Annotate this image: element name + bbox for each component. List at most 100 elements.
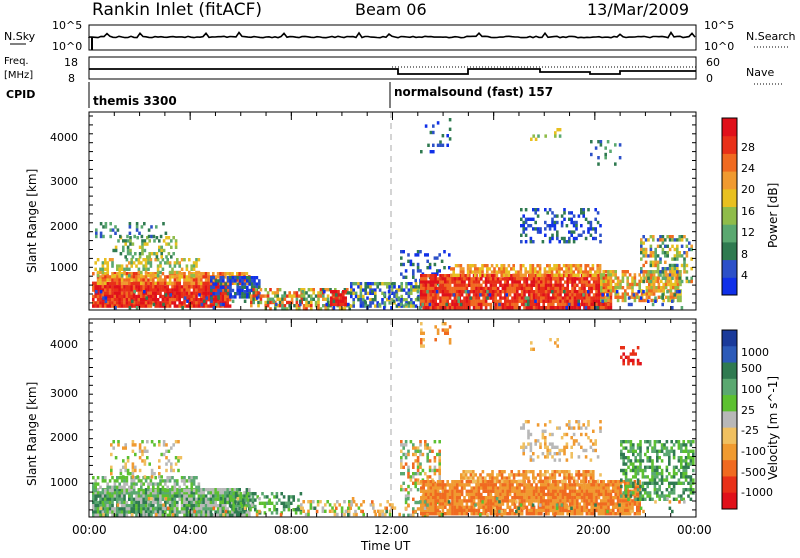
power-cell: [205, 278, 208, 281]
velocity-cell: [432, 499, 435, 502]
power-cell: [607, 280, 610, 283]
power-cell: [183, 292, 186, 295]
power-cell: [654, 277, 657, 280]
power-cell: [597, 156, 600, 159]
power-cell: [563, 270, 566, 273]
power-cell: [653, 283, 656, 286]
power-cell: [570, 230, 573, 233]
power-cell: [446, 144, 449, 147]
velocity-cell: [142, 494, 145, 497]
velocity-cell: [158, 475, 161, 478]
power-cell: [94, 261, 97, 264]
power-cell: [642, 273, 645, 276]
velocity-cell: [557, 493, 560, 496]
power-cell: [521, 300, 524, 303]
power-cell: [420, 300, 423, 303]
velocity-cell: [473, 512, 476, 515]
velocity-cell: [190, 486, 193, 489]
velocity-cell: [538, 512, 541, 515]
velocity-cell: [499, 483, 502, 486]
velocity-cell: [547, 486, 550, 489]
power-cell: [126, 282, 129, 285]
velocity-cell: [454, 506, 457, 509]
velocity-cell: [437, 480, 440, 483]
velocity-cell: [412, 443, 415, 446]
power-cell: [116, 264, 119, 267]
power-cell: [545, 296, 548, 299]
velocity-cell: [297, 498, 300, 501]
power-cell: [362, 288, 365, 291]
power-cell: [159, 301, 162, 304]
velocity-cell: [166, 514, 169, 517]
velocity-cell: [437, 490, 440, 493]
power-cell: [575, 237, 578, 240]
power-cell: [207, 285, 210, 288]
power-cell: [99, 271, 102, 274]
power-cell: [559, 290, 562, 293]
power-cell: [648, 283, 651, 286]
power-cell: [650, 248, 653, 251]
power-cell: [130, 278, 133, 281]
velocity-cell: [422, 469, 425, 472]
velocity-cell: [244, 498, 247, 501]
power-cell: [568, 240, 571, 243]
power-cell: [554, 300, 557, 303]
power-cell: [688, 241, 691, 244]
power-cell: [384, 282, 387, 285]
power-cell: [629, 286, 632, 289]
velocity-cell: [205, 510, 208, 513]
power-cell: [478, 277, 481, 280]
velocity-cell: [454, 509, 457, 512]
power-cell: [186, 292, 189, 295]
power-cell: [622, 292, 625, 295]
velocity-cell: [480, 506, 483, 509]
power-cell: [474, 264, 477, 267]
velocity-cell: [183, 504, 186, 507]
velocity-cell: [547, 499, 550, 502]
power-cell: [340, 296, 343, 299]
power-cell: [198, 271, 201, 274]
power-cell: [562, 277, 565, 280]
power-cell: [438, 253, 441, 256]
velocity-cell: [130, 501, 133, 504]
power-cell: [511, 306, 514, 309]
power-cell: [456, 284, 459, 287]
power-cell: [317, 304, 320, 307]
power-cell: [570, 267, 573, 270]
velocity-cell: [372, 506, 375, 509]
power-cell: [159, 295, 162, 298]
velocity-cell: [140, 504, 143, 507]
velocity-cell: [202, 504, 205, 507]
velocity-cell: [438, 453, 441, 456]
velocity-cell: [121, 479, 124, 482]
velocity-cell: [132, 440, 135, 443]
power-cell: [124, 255, 127, 258]
velocity-cell: [232, 505, 235, 508]
power-cell: [497, 287, 500, 290]
velocity-cell: [159, 504, 162, 507]
velocity-cell: [419, 450, 422, 453]
power-cell: [466, 300, 469, 303]
power-cell: [388, 290, 391, 293]
velocity-cell: [288, 498, 291, 501]
power-cell: [463, 284, 466, 287]
power-cell: [193, 295, 196, 298]
power-cell: [600, 283, 603, 286]
velocity-cell: [97, 510, 100, 513]
power-cell: [195, 295, 198, 298]
power-cell: [478, 306, 481, 309]
power-cell: [679, 270, 682, 273]
power-cell: [561, 224, 564, 227]
velocity-cell: [400, 456, 403, 459]
power-cell: [505, 270, 508, 273]
power-cell: [568, 237, 571, 240]
power-cell: [267, 291, 270, 294]
velocity-cell: [506, 496, 509, 499]
power-cell: [105, 296, 108, 299]
power-cell: [412, 301, 415, 304]
power-cell: [176, 285, 179, 288]
velocity-cell: [106, 498, 109, 501]
velocity-cell: [319, 500, 322, 503]
velocity-cell: [186, 486, 189, 489]
velocity-cell: [402, 488, 405, 491]
